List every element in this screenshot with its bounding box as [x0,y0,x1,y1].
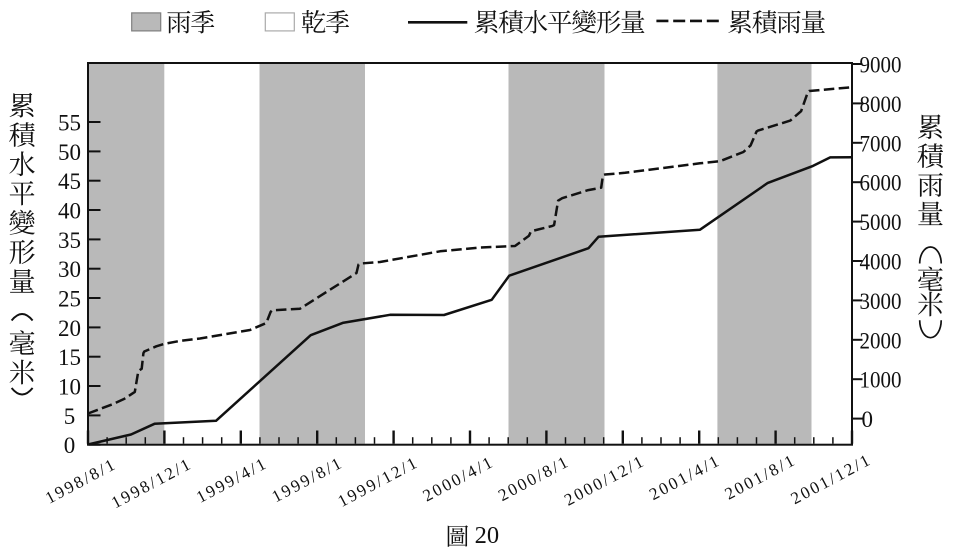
svg-text:0: 0 [64,433,76,458]
svg-text:3000: 3000 [860,289,902,314]
svg-text:9000: 9000 [860,53,902,78]
svg-text:2000: 2000 [860,328,902,353]
svg-text:4000: 4000 [860,250,902,275]
svg-text:15: 15 [58,345,81,370]
svg-text:8000: 8000 [860,92,902,117]
svg-text:7000: 7000 [860,131,902,156]
svg-text:5000: 5000 [860,210,902,235]
svg-text:50: 50 [58,140,81,165]
svg-text:6000: 6000 [860,171,902,196]
svg-text:5: 5 [64,404,76,429]
svg-text:20: 20 [58,316,81,341]
svg-text:35: 35 [58,228,81,253]
svg-text:40: 40 [58,199,81,224]
svg-text:55: 55 [58,111,81,136]
svg-text:10: 10 [58,375,81,400]
svg-text:45: 45 [58,169,81,194]
svg-text:0: 0 [862,407,874,432]
svg-text:1000: 1000 [860,368,902,393]
svg-text:20: 20 [475,522,500,549]
svg-text:25: 25 [58,287,81,312]
svg-text:30: 30 [58,257,81,282]
